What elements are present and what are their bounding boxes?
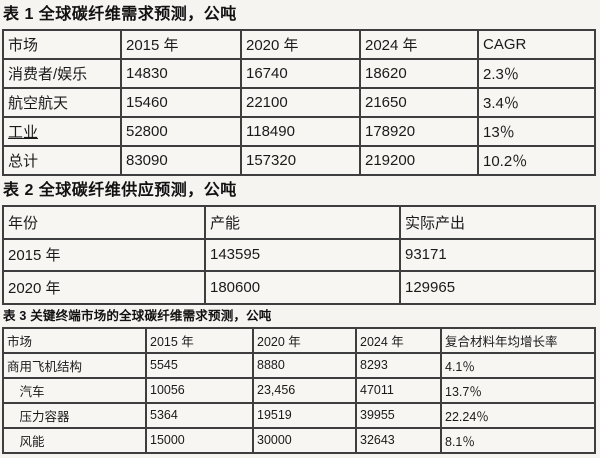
table-row: 2015 年 143595 93171 bbox=[2, 237, 596, 272]
table-cell: 8.1％ bbox=[440, 426, 596, 454]
table3-end-market-demand-forecast: 市场 2015 年 2020 年 2024 年复合材料年均增长率 商用飞机结构 5545 8… bbox=[2, 326, 596, 454]
table-cell: 47011 bbox=[355, 376, 442, 404]
table-cell: 22.24％ bbox=[440, 401, 596, 429]
table-row: 2020 年 180600 129965 bbox=[2, 270, 596, 305]
table-header-row: 市场 2015 年 2020 年 2024 年 CAGR bbox=[2, 29, 596, 60]
table-cell: 工业 bbox=[2, 116, 122, 147]
table-cell: 83090 bbox=[120, 145, 242, 176]
table-header-cell: 实际产出 bbox=[399, 205, 596, 240]
table-cell: 180600 bbox=[204, 270, 401, 305]
table-cell: 22100 bbox=[240, 87, 361, 118]
table1-demand-forecast: 市场 2015 年 2020 年 2024 年 CAGR 消费者/娱乐 14830 16740… bbox=[2, 29, 596, 176]
table3-title: 表 3 关键终端市场的全球碳纤维需求预测，公吨 bbox=[3, 308, 272, 323]
table-cell: 118490 bbox=[240, 116, 361, 147]
table-row: 消费者/娱乐 14830 16740 18620 2.3％ bbox=[2, 58, 596, 89]
table-header-cell: 2020 年 bbox=[252, 326, 357, 354]
table-cell: 风能 bbox=[2, 426, 147, 454]
table-row: 汽车 10056 23,456 47011 13.7％ bbox=[2, 376, 596, 404]
table-cell: 143595 bbox=[204, 237, 401, 272]
table-header-cell: 产能 bbox=[204, 205, 401, 240]
table-header-cell: 年份 bbox=[2, 205, 206, 240]
table-row: 商用飞机结构 5545 8880 8293 4.1％ bbox=[2, 351, 596, 379]
table2-supply-forecast: 年份 产能 实际产出 2015 年 143595 93171 2020 年 180600 129… bbox=[2, 205, 596, 305]
table-header-cell: 市场 bbox=[2, 29, 122, 60]
table-header-cell: CAGR bbox=[477, 29, 596, 60]
table-cell: 16740 bbox=[240, 58, 361, 89]
table-cell: 178920 bbox=[359, 116, 479, 147]
table-cell: 15000 bbox=[145, 426, 254, 454]
table-row: 风能 15000 30000 32643 8.1％ bbox=[2, 426, 596, 454]
table-cell: 18620 bbox=[359, 58, 479, 89]
table-cell: 商用飞机结构 bbox=[2, 351, 147, 379]
table1-title: 表 1 全球碳纤维需求预测，公吨 bbox=[3, 6, 237, 23]
table-cell: 30000 bbox=[252, 426, 357, 454]
table-header-cell: 复合材料年均增长率 bbox=[440, 326, 596, 354]
table-cell: 8880 bbox=[252, 351, 357, 379]
table-cell: 14830 bbox=[120, 58, 242, 89]
table-cell: 157320 bbox=[240, 145, 361, 176]
table-cell: 32643 bbox=[355, 426, 442, 454]
table-cell: 5545 bbox=[145, 351, 254, 379]
table-cell: 13％ bbox=[477, 116, 596, 147]
table-cell: 13.7％ bbox=[440, 376, 596, 404]
table-cell: 129965 bbox=[399, 270, 596, 305]
table-header-cell: 2015 年 bbox=[120, 29, 242, 60]
table-cell: 23,456 bbox=[252, 376, 357, 404]
table-cell: 总计 bbox=[2, 145, 122, 176]
table-cell: 21650 bbox=[359, 87, 479, 118]
table-cell: 消费者/娱乐 bbox=[2, 58, 122, 89]
table-cell: 10056 bbox=[145, 376, 254, 404]
table-cell: 39955 bbox=[355, 401, 442, 429]
table-header-cell: 2024 年 bbox=[355, 326, 442, 354]
table-cell: 219200 bbox=[359, 145, 479, 176]
table-header-cell: 市场 bbox=[2, 326, 147, 354]
table-header-cell: 2024 年 bbox=[359, 29, 479, 60]
table2-title: 表 2 全球碳纤维供应预测，公吨 bbox=[3, 182, 237, 199]
table-cell: 压力容器 bbox=[2, 401, 147, 429]
table-cell: 93171 bbox=[399, 237, 596, 272]
table-header-row: 市场 2015 年 2020 年 2024 年复合材料年均增长率 bbox=[2, 326, 596, 354]
table-cell: 汽车 bbox=[2, 376, 147, 404]
table-row: 压力容器 5364 19519 39955 22.24％ bbox=[2, 401, 596, 429]
table-cell: 航空航天 bbox=[2, 87, 122, 118]
table-row: 总计 83090 157320 219200 10.2％ bbox=[2, 145, 596, 176]
table-header-row: 年份 产能 实际产出 bbox=[2, 205, 596, 240]
table-cell: 4.1％ bbox=[440, 351, 596, 379]
table-cell: 19519 bbox=[252, 401, 357, 429]
table-cell: 52800 bbox=[120, 116, 242, 147]
table-row: 航空航天 15460 22100 21650 3.4％ bbox=[2, 87, 596, 118]
table-cell: 10.2％ bbox=[477, 145, 596, 176]
table-row: 工业 52800 118490 178920 13％ bbox=[2, 116, 596, 147]
table-cell: 5364 bbox=[145, 401, 254, 429]
table-cell: 2015 年 bbox=[2, 237, 206, 272]
table-cell: 2020 年 bbox=[2, 270, 206, 305]
table-cell: 2.3％ bbox=[477, 58, 596, 89]
table-cell: 3.4％ bbox=[477, 87, 596, 118]
table-cell: 8293 bbox=[355, 351, 442, 379]
table-header-cell: 2015 年 bbox=[145, 326, 254, 354]
table-header-cell: 2020 年 bbox=[240, 29, 361, 60]
table-cell: 15460 bbox=[120, 87, 242, 118]
